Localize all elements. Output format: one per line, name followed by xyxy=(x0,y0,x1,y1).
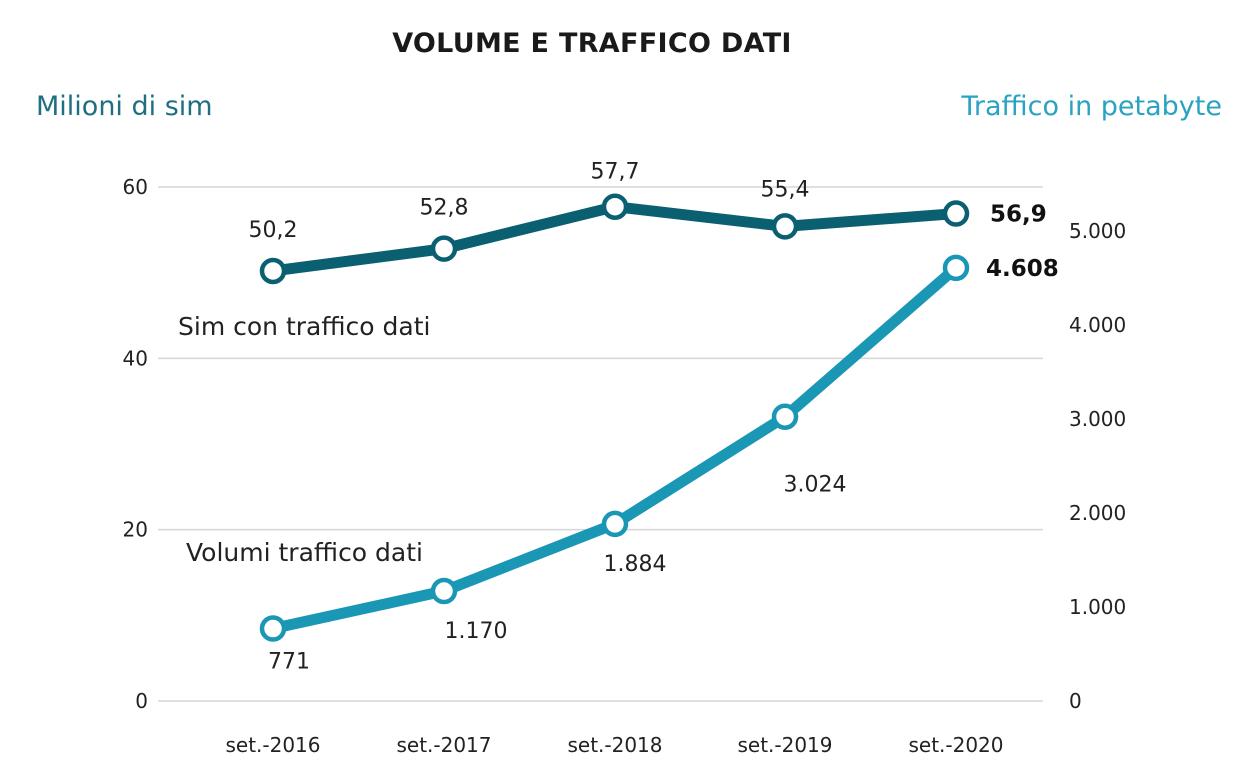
data-label: 55,4 xyxy=(761,177,810,202)
series-name-volumi: Volumi traffico dati xyxy=(186,538,423,567)
data-point xyxy=(259,615,287,642)
data-point xyxy=(430,235,458,262)
left-tick-label: 60 xyxy=(123,175,148,199)
x-tick-label: set.-2019 xyxy=(737,733,832,757)
x-tick-label: set.-2020 xyxy=(908,733,1003,757)
x-tick-label: set.-2017 xyxy=(396,733,491,757)
right-tick-label: 5.000 xyxy=(1069,219,1126,243)
data-label: 57,7 xyxy=(591,160,640,185)
series-name-sim: Sim con traffico dati xyxy=(178,312,430,341)
data-point xyxy=(942,254,970,282)
data-point xyxy=(601,510,629,538)
right-tick-label: 3.000 xyxy=(1069,407,1126,431)
data-point xyxy=(430,577,458,605)
x-tick-label: set.-2016 xyxy=(225,733,320,757)
right-axis-title: Traffico in petabyte xyxy=(960,91,1222,122)
chart-title: VOLUME E TRAFFICO DATI xyxy=(392,28,792,59)
series: 50,2 52,8 57,7 55,4 56,9 771 1.170 1.884 3.024 4.… xyxy=(249,160,1059,675)
series-volumi-traffico-dati: 771 1.170 1.884 3.024 4.608 xyxy=(259,254,1059,675)
data-point xyxy=(942,200,970,227)
right-axis-ticks: 0 1.000 2.000 3.000 4.000 5.000 xyxy=(1069,219,1126,713)
data-label: 3.024 xyxy=(784,473,847,498)
gridlines xyxy=(158,186,1043,702)
data-point xyxy=(771,403,799,430)
data-label: 56,9 xyxy=(990,202,1047,228)
right-tick-label: 0 xyxy=(1069,689,1082,713)
data-label: 52,8 xyxy=(420,196,469,221)
right-tick-label: 1.000 xyxy=(1069,595,1126,619)
right-tick-label: 4.000 xyxy=(1069,313,1126,337)
data-point xyxy=(771,213,799,240)
data-label: 1.884 xyxy=(604,552,667,577)
data-label: 1.170 xyxy=(445,619,508,644)
left-axis-title: Milioni di sim xyxy=(36,91,213,122)
data-label: 4.608 xyxy=(986,256,1059,282)
left-tick-label: 20 xyxy=(123,518,148,542)
right-tick-label: 2.000 xyxy=(1069,501,1126,525)
x-axis-ticks: set.-2016 set.-2017 set.-2018 set.-2019 set.… xyxy=(225,733,1003,757)
left-tick-label: 40 xyxy=(123,346,148,370)
data-label: 50,2 xyxy=(249,218,298,243)
data-point xyxy=(259,257,287,285)
series-sim-con-traffico-dati: 50,2 52,8 57,7 55,4 56,9 xyxy=(249,160,1047,285)
x-tick-label: set.-2018 xyxy=(567,733,662,757)
left-tick-label: 0 xyxy=(135,689,148,713)
data-point xyxy=(601,193,629,220)
data-label: 771 xyxy=(268,650,310,675)
left-axis-ticks: 0 20 40 60 xyxy=(123,175,148,713)
